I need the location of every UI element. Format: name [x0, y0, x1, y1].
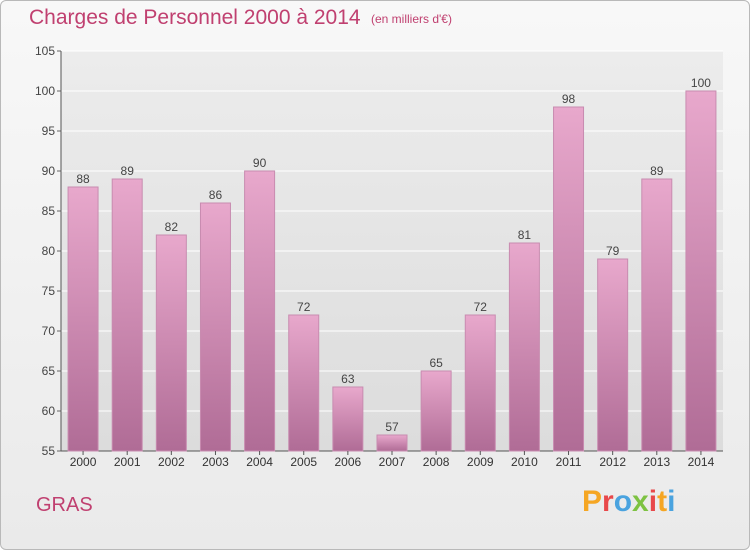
x-tick-label: 2006 — [335, 455, 362, 469]
x-tick-label: 2014 — [688, 455, 715, 469]
y-tick-label: 85 — [42, 204, 56, 218]
y-tick-label: 70 — [42, 324, 56, 338]
bar-2010 — [508, 242, 540, 452]
bar-2014 — [685, 90, 717, 452]
chart-subtitle: (en milliers d'€) — [371, 12, 452, 26]
data-label: 86 — [209, 188, 223, 202]
data-label: 100 — [691, 76, 711, 90]
x-tick-label: 2005 — [290, 455, 317, 469]
x-tick-label: 2001 — [114, 455, 141, 469]
y-tick-label: 105 — [35, 44, 55, 58]
commune-name: GRAS — [36, 494, 93, 516]
data-label: 82 — [165, 220, 179, 234]
data-label: 88 — [76, 172, 90, 186]
bar-2005 — [288, 314, 320, 452]
x-tick-label: 2012 — [599, 455, 626, 469]
proxiti-logo: Proxiti — [582, 485, 676, 518]
x-tick-label: 2010 — [511, 455, 538, 469]
chart-title: Charges de Personnel 2000 à 2014 — [29, 6, 361, 29]
bar-2009 — [464, 314, 496, 452]
y-tick-label: 65 — [42, 364, 56, 378]
data-label: 98 — [562, 92, 576, 106]
y-tick-label: 60 — [42, 404, 56, 418]
y-tick-label: 75 — [42, 284, 56, 298]
x-tick-label: 2013 — [643, 455, 670, 469]
bar-2002 — [155, 234, 187, 452]
bar-2007 — [376, 434, 408, 452]
data-label: 90 — [253, 156, 267, 170]
bar-2012 — [597, 258, 629, 452]
y-tick-label: 90 — [42, 164, 56, 178]
data-label: 63 — [341, 372, 355, 386]
data-label: 65 — [429, 356, 443, 370]
data-label: 79 — [606, 244, 620, 258]
y-tick-label: 80 — [42, 244, 56, 258]
bar-2008 — [420, 370, 452, 452]
data-label: 72 — [297, 300, 311, 314]
x-tick-label: 2008 — [423, 455, 450, 469]
y-tick-label: 55 — [42, 444, 56, 458]
x-tick-label: 2000 — [70, 455, 97, 469]
y-tick-label: 100 — [35, 84, 55, 98]
bar-2013 — [641, 178, 673, 452]
bar-2011 — [553, 106, 585, 452]
x-tick-label: 2003 — [202, 455, 229, 469]
data-label: 89 — [650, 164, 664, 178]
x-tick-label: 2004 — [246, 455, 273, 469]
data-label: 89 — [121, 164, 135, 178]
bar-2004 — [244, 170, 276, 452]
x-tick-label: 2011 — [556, 455, 582, 469]
x-tick-label: 2007 — [379, 455, 406, 469]
bar-2001 — [111, 178, 143, 452]
y-tick-label: 95 — [42, 124, 56, 138]
data-label: 81 — [518, 228, 532, 242]
bar-2000 — [67, 186, 99, 452]
data-label: 57 — [385, 420, 399, 434]
x-tick-label: 2002 — [158, 455, 185, 469]
data-label: 72 — [474, 300, 488, 314]
x-tick-label: 2009 — [467, 455, 494, 469]
bar-2003 — [199, 202, 231, 452]
bar-2006 — [332, 386, 364, 452]
